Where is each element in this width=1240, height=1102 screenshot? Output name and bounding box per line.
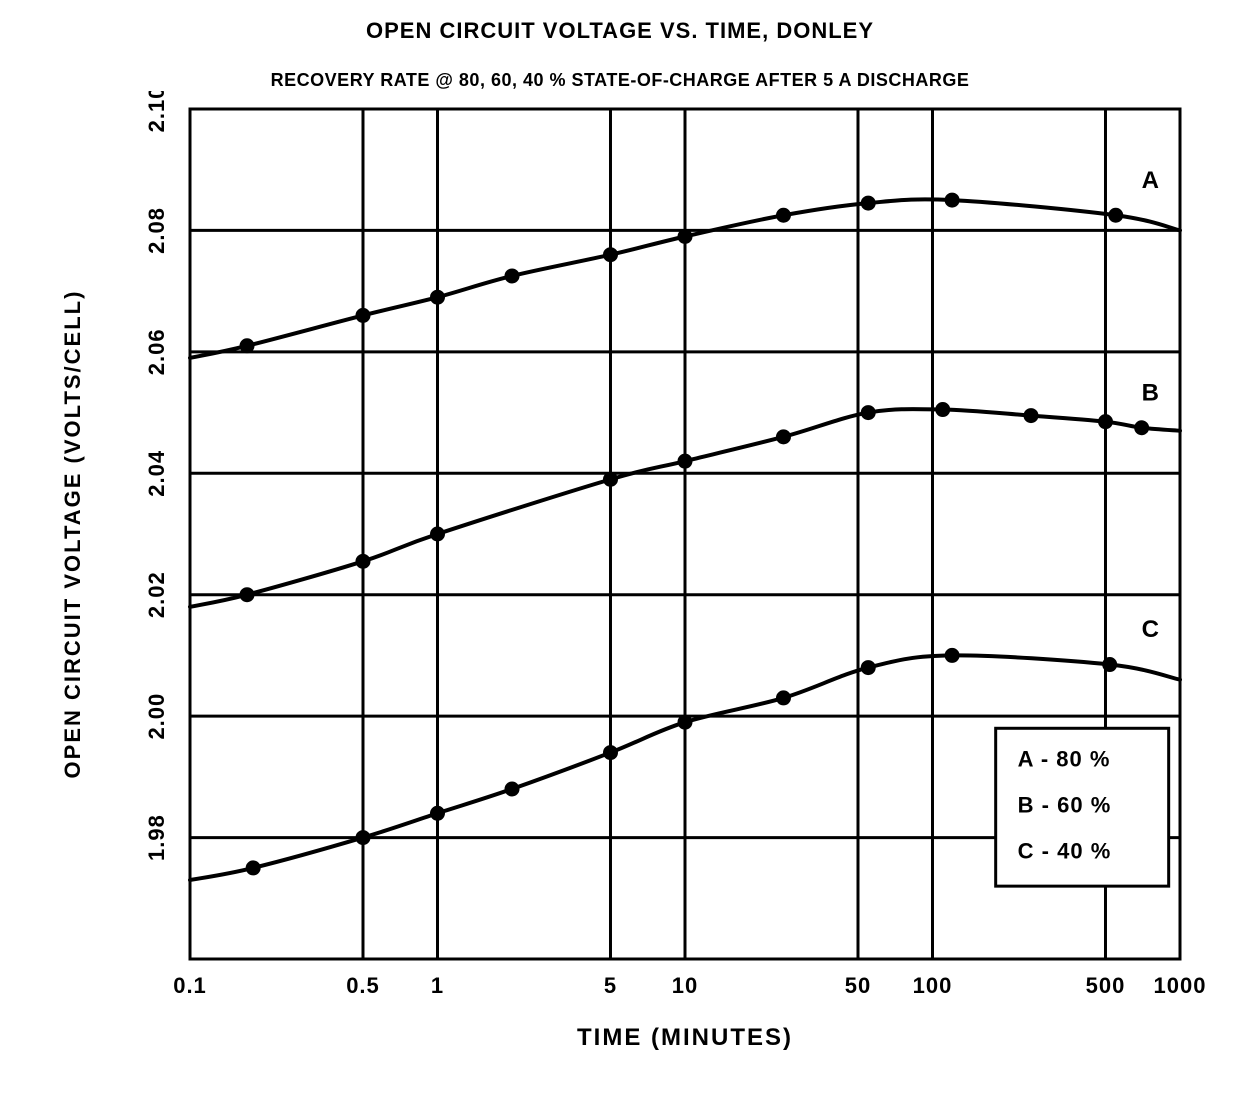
data-point-A (776, 208, 790, 222)
data-point-C (861, 661, 875, 675)
data-point-B (776, 430, 790, 444)
legend-item: A - 80 % (1018, 746, 1111, 771)
series-label-A: A (1142, 167, 1159, 194)
data-point-B (936, 403, 950, 417)
y-tick-label: 2.10 (144, 91, 169, 132)
data-point-A (356, 308, 370, 322)
data-point-B (861, 406, 875, 420)
chart-title-main: OPEN CIRCUIT VOLTAGE VS. TIME, DONLEY (0, 0, 1240, 44)
data-point-B (678, 454, 692, 468)
data-point-A (1109, 208, 1123, 222)
data-point-B (431, 527, 445, 541)
x-tick-label: 500 (1086, 973, 1126, 998)
legend-item: C - 40 % (1018, 838, 1112, 863)
y-axis-label: OPEN CIRCUIT VOLTAGE (VOLTS/CELL) (60, 290, 85, 779)
data-point-C (776, 691, 790, 705)
x-tick-label: 5 (604, 973, 617, 998)
y-tick-label: 2.06 (144, 328, 169, 375)
data-point-A (431, 290, 445, 304)
x-axis-label: TIME (MINUTES) (577, 1024, 793, 1051)
data-point-C (603, 746, 617, 760)
data-point-B (1135, 421, 1149, 435)
y-tick-label: 2.08 (144, 207, 169, 254)
data-point-C (431, 806, 445, 820)
data-point-B (1098, 415, 1112, 429)
data-point-A (505, 269, 519, 283)
data-point-A (678, 230, 692, 244)
series-label-B: B (1142, 379, 1159, 406)
x-tick-label: 0.5 (346, 973, 380, 998)
data-point-C (246, 861, 260, 875)
data-point-A (603, 248, 617, 262)
legend-item: B - 60 % (1018, 792, 1112, 817)
data-point-C (356, 831, 370, 845)
y-tick-label: 1.98 (144, 814, 169, 861)
voltage-time-chart: 0.1 0.5 1 5 10 50 100 500 1000 1.98 2.00 2.02 2.04 2.… (0, 91, 1240, 1101)
data-point-A (240, 339, 254, 353)
series-label-C: C (1142, 616, 1159, 643)
x-tick-label: 100 (913, 973, 953, 998)
y-tick-label: 2.00 (144, 693, 169, 740)
data-point-B (240, 588, 254, 602)
data-point-B (1024, 409, 1038, 423)
y-tick-label: 2.04 (144, 450, 169, 497)
data-point-B (356, 554, 370, 568)
legend: A - 80 % B - 60 % C - 40 % (996, 728, 1169, 886)
data-point-C (505, 782, 519, 796)
x-tick-label: 1000 (1154, 973, 1207, 998)
chart-title-sub: RECOVERY RATE @ 80, 60, 40 % STATE-OF-CH… (0, 44, 1240, 91)
x-tick-label: 10 (672, 973, 698, 998)
x-tick-label: 1 (431, 973, 444, 998)
data-point-C (678, 715, 692, 729)
x-tick-label: 0.1 (173, 973, 207, 998)
data-point-A (861, 196, 875, 210)
x-tick-label: 50 (845, 973, 871, 998)
data-point-C (945, 648, 959, 662)
y-tick-label: 2.02 (144, 571, 169, 618)
data-point-C (1103, 658, 1117, 672)
data-point-B (603, 472, 617, 486)
data-point-A (945, 193, 959, 207)
